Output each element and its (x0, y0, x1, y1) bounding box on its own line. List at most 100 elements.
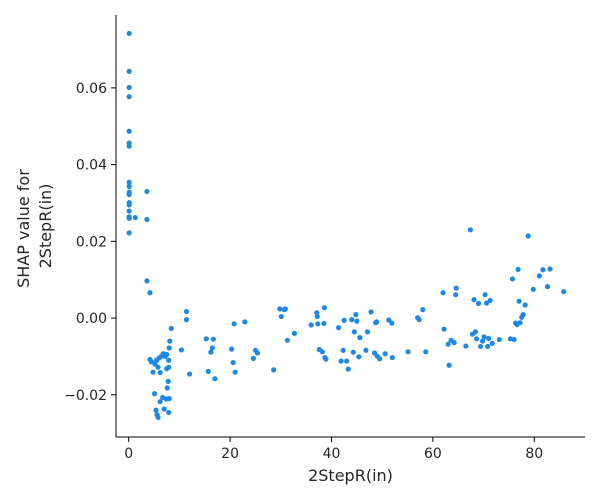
data-point (271, 367, 277, 373)
data-point (314, 313, 320, 320)
data-point (144, 278, 150, 284)
data-point (368, 309, 374, 315)
data-point (349, 317, 355, 323)
data-point (230, 359, 236, 366)
data-point (489, 340, 495, 346)
x-tick-label: 80 (525, 446, 543, 462)
data-point (186, 371, 193, 377)
data-point (254, 350, 261, 356)
data-point (525, 233, 531, 239)
data-point (232, 369, 238, 375)
data-point (340, 347, 346, 353)
x-axis-label: 2StepR(in) (308, 466, 393, 485)
data-point (547, 266, 553, 272)
data-point (354, 318, 360, 324)
data-point (377, 356, 383, 362)
x-tick-label: 0 (124, 446, 133, 462)
data-point (335, 325, 342, 331)
data-point (277, 306, 283, 312)
data-point (363, 347, 369, 353)
data-point (479, 338, 486, 344)
data-point (242, 319, 248, 325)
data-point (164, 351, 170, 358)
data-point (356, 354, 362, 360)
data-point (205, 368, 211, 374)
data-point (520, 312, 526, 318)
data-point (167, 338, 173, 344)
data-point (315, 321, 321, 327)
y-axis-label-line1: SHAP value for (14, 169, 33, 288)
data-point (161, 406, 167, 412)
data-point (126, 230, 132, 236)
data-point (344, 358, 350, 364)
data-point (231, 321, 237, 327)
data-point (536, 273, 542, 279)
data-point (509, 276, 516, 282)
data-point (451, 340, 457, 346)
data-point (530, 286, 536, 292)
data-point (126, 202, 132, 208)
data-point (203, 336, 209, 342)
data-point (321, 305, 327, 311)
data-point (168, 325, 174, 332)
data-point (511, 336, 517, 343)
data-point (445, 341, 451, 347)
data-point (132, 214, 138, 221)
data-point (166, 364, 172, 370)
data-point (126, 68, 132, 74)
y-axis-label: SHAP value for 2StepR(in) (14, 164, 55, 288)
data-point (473, 336, 480, 342)
data-point (126, 84, 132, 91)
data-point (144, 188, 150, 195)
data-point (389, 320, 395, 326)
data-point (166, 409, 172, 416)
data-point (338, 358, 344, 364)
data-point (126, 143, 132, 149)
data-point (166, 345, 172, 351)
data-point (350, 349, 356, 355)
x-tick-label: 20 (221, 446, 239, 462)
data-point (475, 300, 482, 307)
points-layer (126, 30, 567, 421)
data-point (481, 334, 487, 340)
data-point (471, 297, 477, 303)
data-point (485, 343, 491, 350)
data-point (183, 317, 190, 323)
data-point (126, 215, 132, 221)
data-point (147, 290, 153, 296)
data-point (382, 351, 388, 357)
data-point (374, 319, 380, 325)
data-point (155, 414, 161, 421)
data-point (472, 329, 479, 335)
data-point (284, 337, 290, 343)
data-point (420, 307, 426, 313)
data-point (126, 30, 132, 37)
data-point (517, 320, 523, 326)
data-point (440, 290, 446, 296)
data-point (166, 396, 172, 402)
data-point (291, 330, 298, 337)
data-point (341, 317, 347, 323)
data-point (416, 317, 422, 323)
data-point (126, 208, 132, 214)
data-point (126, 183, 132, 190)
data-point (164, 385, 170, 391)
data-point (351, 329, 357, 335)
data-point (314, 310, 320, 316)
data-point (345, 366, 351, 372)
data-point (150, 369, 156, 375)
data-point (540, 267, 546, 273)
data-point (282, 306, 288, 312)
data-point (229, 346, 235, 352)
data-point (210, 336, 216, 342)
data-point (208, 349, 214, 355)
data-point (453, 285, 459, 291)
data-point (446, 362, 452, 368)
data-point (463, 343, 469, 349)
data-point (126, 191, 132, 198)
data-point (308, 322, 314, 328)
data-point (155, 364, 161, 370)
data-point (319, 349, 325, 355)
data-point (453, 292, 459, 298)
